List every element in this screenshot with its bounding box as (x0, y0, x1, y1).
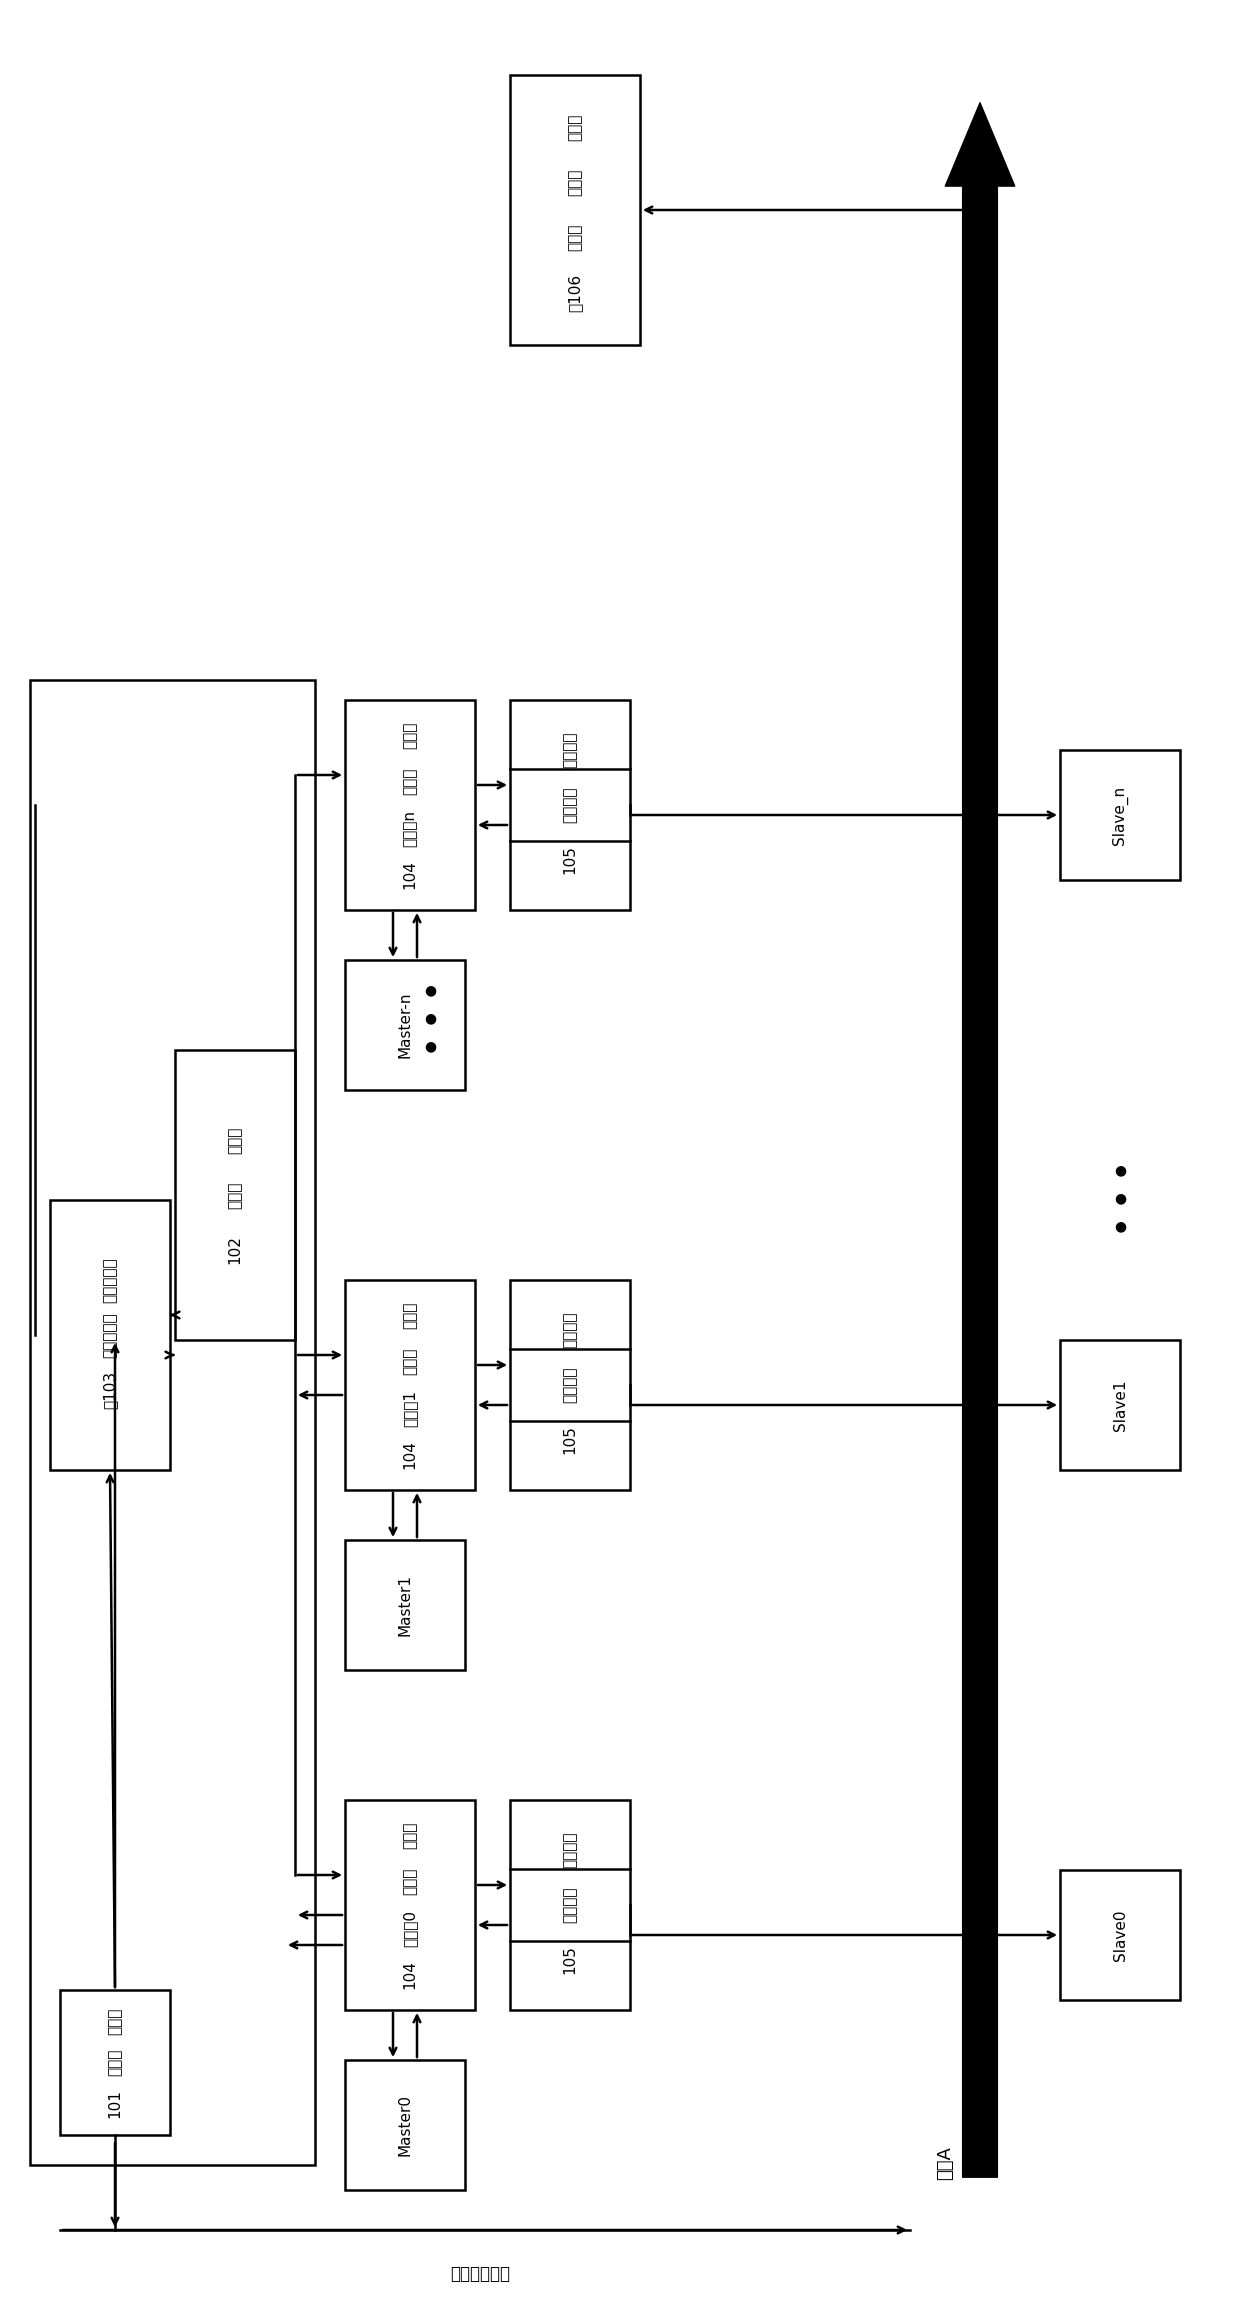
Text: 104: 104 (403, 861, 418, 891)
Bar (345, 2060, 465, 2189)
Text: 时钟产: 时钟产 (108, 2007, 123, 2035)
Text: 监视控: 监视控 (403, 1347, 418, 1375)
Text: 监视控: 监视控 (403, 1869, 418, 1896)
Text: 输状态: 输状态 (568, 168, 583, 196)
Text: 总线频率映: 总线频率映 (103, 1257, 118, 1303)
Bar (345, 1280, 475, 1490)
Text: 主设备: 主设备 (403, 722, 418, 750)
Text: 元106: 元106 (568, 275, 583, 311)
Text: ●: ● (1114, 1163, 1126, 1177)
Text: 总线请求: 总线请求 (563, 1832, 578, 1869)
Text: 阻隔单元: 阻隔单元 (563, 787, 578, 824)
Text: 102: 102 (227, 1237, 243, 1264)
Text: 阻隔单元: 阻隔单元 (563, 1366, 578, 1403)
Text: 监控单: 监控单 (568, 224, 583, 251)
Bar (175, 1050, 295, 1340)
Bar (1060, 1340, 1180, 1470)
Bar (1060, 750, 1180, 879)
Text: Master0: Master0 (398, 2095, 413, 2157)
Text: 总线请求: 总线请求 (563, 1313, 578, 1347)
Text: 主设备: 主设备 (403, 1820, 418, 1848)
Text: 105: 105 (563, 1426, 578, 1453)
Bar (1060, 1871, 1180, 2000)
Bar (510, 76, 640, 346)
Text: 101: 101 (108, 2090, 123, 2118)
Bar (510, 699, 630, 909)
Bar (345, 699, 475, 909)
Bar (60, 1991, 170, 2134)
Text: 生单元: 生单元 (108, 2049, 123, 2076)
Text: 总线时钟信号: 总线时钟信号 (450, 2265, 510, 2284)
Text: 制单元n: 制单元n (403, 810, 418, 847)
FancyArrowPatch shape (945, 104, 1014, 2178)
Bar (345, 960, 465, 1089)
Text: 制单元1: 制单元1 (403, 1389, 418, 1426)
Text: Slave1: Slave1 (1112, 1380, 1127, 1430)
Text: 104: 104 (403, 1961, 418, 1989)
Text: 总线传: 总线传 (568, 113, 583, 141)
Text: Master-n: Master-n (398, 992, 413, 1059)
Text: 总线A: 总线A (936, 2146, 954, 2180)
Text: ●: ● (1114, 1190, 1126, 1204)
Text: 105: 105 (563, 1945, 578, 1975)
Text: 时钟管: 时钟管 (227, 1126, 243, 1154)
Text: 阻隔单元: 阻隔单元 (563, 1887, 578, 1924)
Text: ●: ● (424, 1038, 436, 1052)
Text: Master1: Master1 (398, 1573, 413, 1636)
Text: 监视控: 监视控 (403, 768, 418, 796)
Text: 104: 104 (403, 1440, 418, 1470)
Bar (345, 1541, 465, 1670)
Text: ●: ● (424, 983, 436, 997)
Text: ●: ● (1114, 1218, 1126, 1232)
Bar (510, 1280, 630, 1490)
Bar (345, 1799, 475, 2009)
Text: 总线请求: 总线请求 (563, 731, 578, 768)
Bar (510, 1799, 630, 2009)
Text: Slave0: Slave0 (1112, 1910, 1127, 1961)
Text: ●: ● (424, 1010, 436, 1024)
Text: 理单元: 理单元 (227, 1181, 243, 1209)
Text: 元103: 元103 (103, 1370, 118, 1410)
Bar (50, 1200, 170, 1470)
Text: 主设备: 主设备 (403, 1301, 418, 1329)
Text: Slave_n: Slave_n (1112, 784, 1128, 844)
Bar (30, 681, 315, 2164)
Text: 制单元0: 制单元0 (403, 1910, 418, 1947)
Text: 105: 105 (563, 847, 578, 874)
Text: 射表存储单: 射表存储单 (103, 1313, 118, 1359)
